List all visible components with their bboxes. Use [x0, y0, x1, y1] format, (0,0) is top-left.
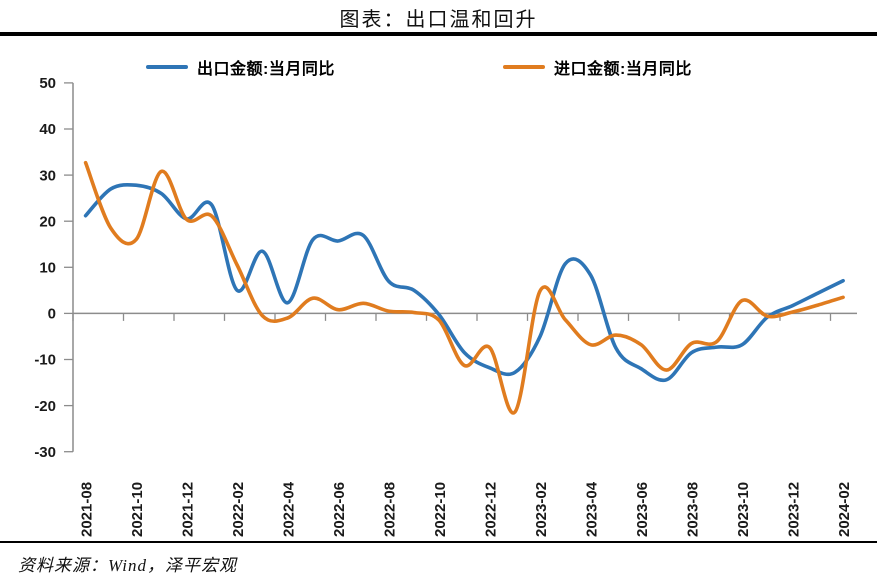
- y-tick-label: 30: [39, 167, 56, 184]
- x-tick-label: 2023-08: [685, 482, 702, 537]
- x-tick-label: 2023-02: [533, 482, 550, 537]
- top-divider: [0, 32, 877, 36]
- x-tick-label: 2023-06: [634, 482, 651, 537]
- x-tick-label: 2022-06: [331, 482, 348, 537]
- x-tick-label: 2022-12: [483, 482, 500, 537]
- x-tick-label: 2023-12: [786, 482, 803, 537]
- export-series-line: [83, 182, 845, 383]
- legend-item-export: 出口金额:当月同比: [146, 55, 335, 79]
- x-tick-label: 2021-08: [79, 482, 96, 537]
- x-tick-label: 2022-04: [281, 481, 298, 537]
- chart-title: 图表：出口温和回升: [339, 9, 538, 31]
- x-tick-label: 2022-08: [382, 482, 399, 537]
- y-tick-label: 10: [39, 260, 56, 277]
- import-series-line: [83, 160, 845, 415]
- y-tick-label: 0: [48, 306, 56, 323]
- import-line-swatch: [503, 65, 545, 69]
- x-tick-label: 2021-12: [180, 482, 197, 537]
- y-tick-label: -20: [34, 398, 56, 415]
- y-tick-label: 50: [39, 75, 56, 92]
- legend-label-export: 出口金额:当月同比: [197, 61, 335, 78]
- y-tick-label: 20: [39, 213, 56, 230]
- y-tick-label: -30: [34, 444, 56, 461]
- legend-label-import: 进口金额:当月同比: [554, 61, 692, 78]
- export-line-swatch: [146, 65, 188, 69]
- bottom-divider: [0, 541, 877, 543]
- x-tick-label: 2024-02: [836, 482, 853, 537]
- x-tick-label: 2021-10: [129, 482, 146, 537]
- source-note: 资料来源：Wind，泽平宏观: [18, 556, 237, 575]
- legend-item-import: 进口金额:当月同比: [503, 55, 692, 79]
- x-tick-label: 2022-10: [432, 482, 449, 537]
- x-tick-label: 2023-04: [584, 481, 601, 537]
- x-tick-label: 2022-02: [230, 482, 247, 537]
- x-tick-label: 2023-10: [735, 482, 752, 537]
- y-tick-label: -10: [34, 352, 56, 369]
- y-tick-label: 40: [39, 121, 56, 138]
